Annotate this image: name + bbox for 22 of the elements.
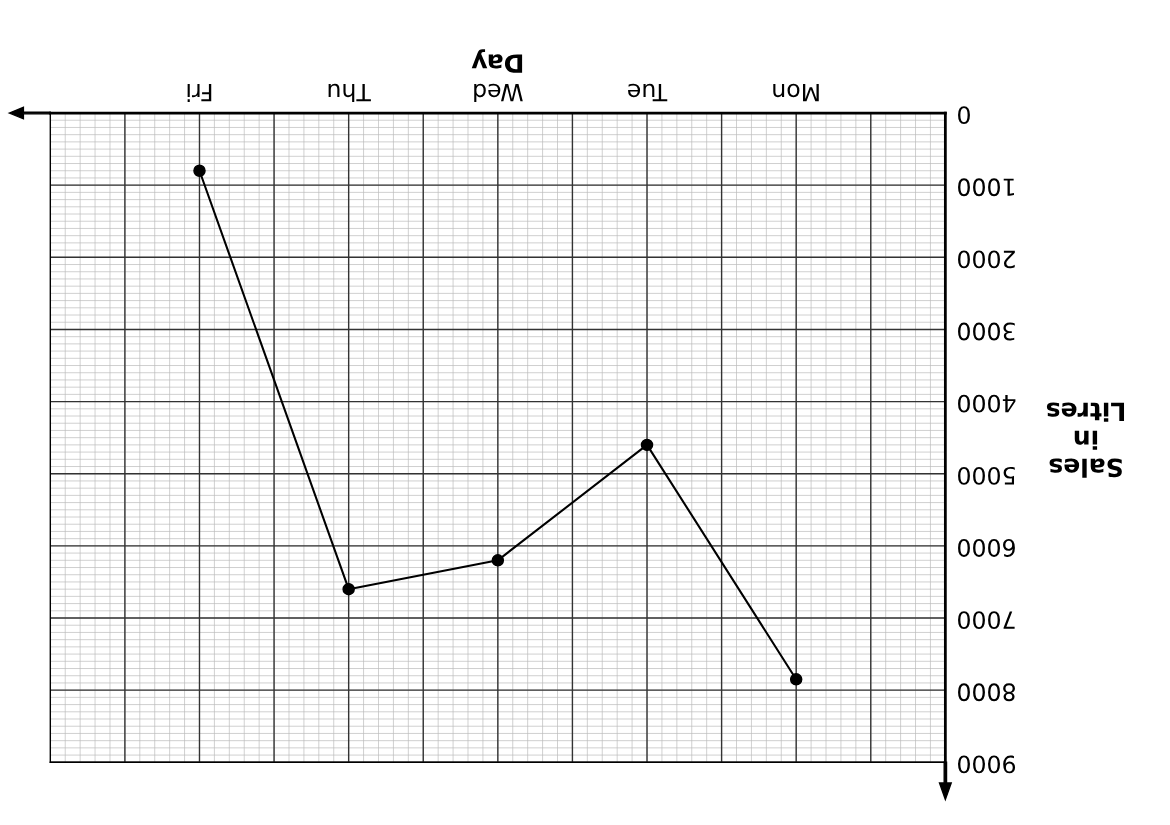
y-tick-label: 3000 [958, 322, 1015, 341]
y-tick-label: 1000 [958, 178, 1014, 197]
x-tick-label: Thu [328, 83, 371, 102]
x-tick-label: Fri [187, 83, 212, 102]
x-axis-title: Day [471, 49, 523, 73]
y-tick-label: 4000 [958, 394, 1016, 413]
y-tick-label: 7000 [958, 611, 1015, 630]
x-tick-label: Wed [474, 83, 523, 102]
y-tick-label: 0 [958, 106, 970, 125]
point [789, 673, 803, 686]
y-tick-label: 2000 [958, 250, 1015, 269]
y-tick-label: 8000 [958, 683, 1015, 702]
y-tick-label: 6000 [958, 539, 1015, 557]
x-tick-label: Mon [773, 83, 819, 102]
point [491, 554, 505, 567]
y-tick-label: 9000 [958, 755, 1016, 774]
point [342, 582, 355, 596]
x-tick-label: Tue [628, 83, 668, 102]
y-axis-title: Sales in Litres [1046, 402, 1125, 478]
point [193, 164, 206, 177]
point [640, 438, 654, 452]
y-tick-label: 5000 [958, 466, 1015, 485]
